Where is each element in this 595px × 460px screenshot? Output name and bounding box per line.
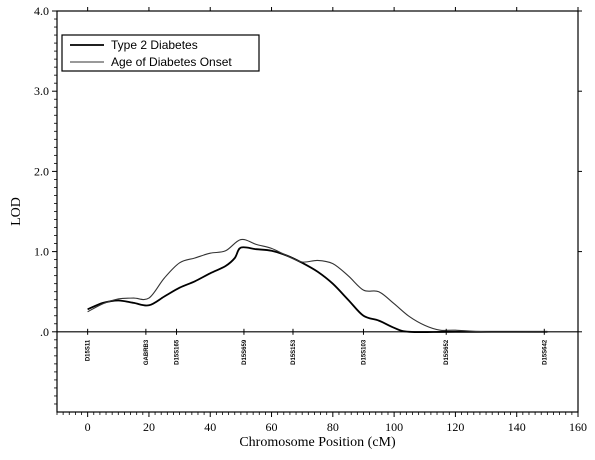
x-tick-label: 40: [204, 420, 216, 434]
y-tick-label: 3.0: [34, 84, 49, 98]
plot-area: [56, 10, 579, 413]
x-tick-label: 20: [143, 420, 155, 434]
legend-label-type2: Type 2 Diabetes: [111, 38, 198, 52]
series-lines: [87, 238, 548, 334]
x-tick-label: 140: [508, 420, 526, 434]
x-tick-label: 60: [266, 420, 278, 434]
x-axis-title: Chromosome Position (cM): [239, 435, 396, 450]
y-tick-label: 1.0: [34, 245, 49, 259]
x-tick-label: 160: [569, 420, 587, 434]
marker-label: GABRB3: [144, 339, 150, 365]
marker-label: D15S153: [291, 339, 297, 365]
marker-label: D15S652: [444, 339, 450, 365]
y-tick-label: .0: [40, 325, 49, 339]
series-line-type2-diabetes: [87, 246, 548, 334]
x-tick-label: 100: [385, 420, 403, 434]
y-axis-title: LOD: [9, 197, 24, 226]
genetic-markers: D15S11 GABRB3 D15S165 D15S659 D15S153 D15S103…: [86, 328, 548, 365]
marker-label: D15S642: [542, 339, 548, 365]
legend: Type 2 Diabetes Age of Diabetes Onset: [61, 34, 260, 72]
marker-label: D15S659: [242, 339, 248, 365]
y-tick-label: 4.0: [34, 4, 49, 18]
marker-label: D15S103: [361, 339, 367, 365]
marker-label: D15S11: [86, 339, 92, 361]
legend-box: [61, 34, 260, 72]
legend-label-onset: Age of Diabetes Onset: [111, 55, 232, 69]
series-line-age-onset: [87, 238, 548, 333]
x-tick-label: 80: [327, 420, 339, 434]
x-tick-label: 120: [446, 420, 464, 434]
y-tick-label: 2.0: [34, 164, 49, 178]
marker-label: D15S165: [175, 339, 181, 365]
x-tick-label: 0: [85, 420, 91, 434]
